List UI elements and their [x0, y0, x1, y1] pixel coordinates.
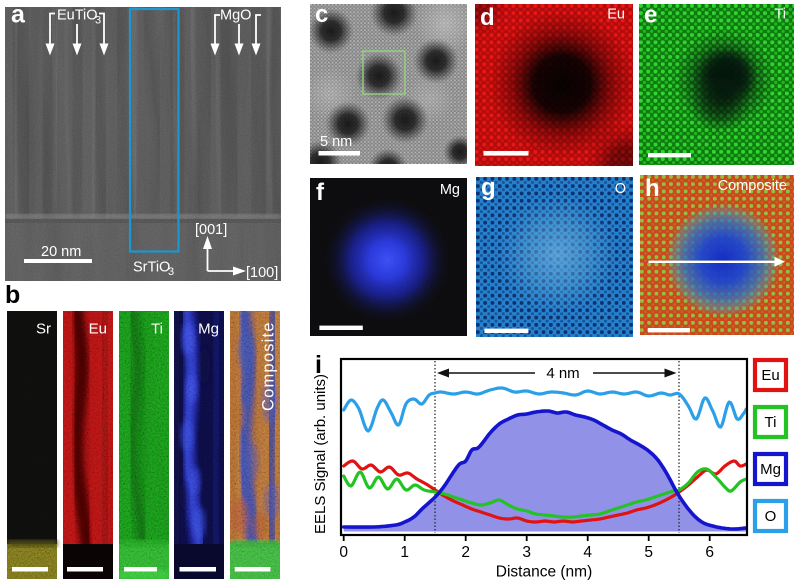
- svg-text:Ti: Ti: [774, 7, 786, 23]
- svg-text:20 nm: 20 nm: [41, 244, 81, 260]
- svg-text:Distance (nm): Distance (nm): [496, 564, 592, 581]
- svg-text:5: 5: [644, 544, 653, 561]
- svg-text:d: d: [480, 4, 495, 31]
- svg-text:Ti: Ti: [765, 414, 777, 431]
- svg-text:2: 2: [461, 544, 470, 561]
- svg-text:MgO: MgO: [220, 8, 251, 24]
- svg-text:Mg: Mg: [440, 182, 460, 198]
- svg-text:1: 1: [400, 544, 409, 561]
- svg-text:c: c: [315, 4, 328, 28]
- svg-text:g: g: [481, 177, 496, 201]
- svg-text:Mg: Mg: [198, 321, 219, 338]
- svg-text:5 nm: 5 nm: [320, 134, 352, 150]
- svg-text:EELS Signal (arb. units): EELS Signal (arb. units): [312, 374, 329, 534]
- svg-text:Mg: Mg: [760, 461, 781, 478]
- svg-text:Composite: Composite: [260, 321, 278, 411]
- svg-text:Sr: Sr: [36, 321, 51, 338]
- svg-text:i: i: [315, 351, 322, 379]
- svg-text:O: O: [615, 181, 626, 197]
- svg-text:Eu: Eu: [761, 367, 779, 384]
- svg-text:f: f: [316, 179, 325, 206]
- svg-text:EuTiO: EuTiO: [57, 8, 98, 24]
- svg-text:0: 0: [339, 544, 348, 561]
- svg-text:Eu: Eu: [607, 7, 625, 23]
- svg-text:h: h: [645, 175, 660, 202]
- svg-text:a: a: [11, 7, 26, 29]
- svg-text:Ti: Ti: [151, 321, 163, 338]
- svg-text:6: 6: [705, 544, 714, 561]
- svg-text:[100]: [100]: [246, 265, 278, 281]
- svg-text:3: 3: [522, 544, 531, 561]
- svg-text:[001]: [001]: [195, 222, 227, 238]
- svg-text:SrTiO: SrTiO: [133, 260, 170, 276]
- svg-text:4: 4: [583, 544, 592, 561]
- svg-text:e: e: [644, 4, 657, 29]
- svg-text:O: O: [765, 508, 777, 525]
- svg-text:Eu: Eu: [89, 321, 107, 338]
- svg-text:3: 3: [95, 15, 101, 27]
- svg-text:Composite: Composite: [718, 178, 787, 194]
- svg-text:3: 3: [168, 266, 174, 278]
- svg-text:4 nm: 4 nm: [546, 365, 579, 382]
